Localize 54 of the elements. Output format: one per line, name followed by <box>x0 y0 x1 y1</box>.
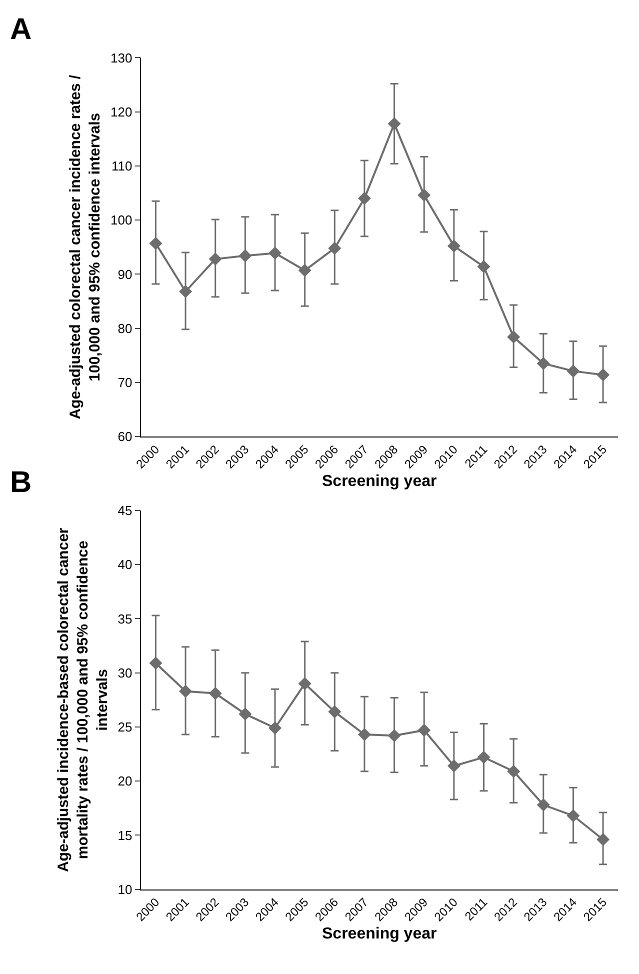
point <box>358 728 371 742</box>
y-tick-label: 80 <box>118 320 132 336</box>
point <box>149 236 162 250</box>
y-tick-label: 20 <box>118 774 132 789</box>
point <box>328 242 342 255</box>
x-axis-title: Screening year <box>322 472 437 490</box>
y-tick-label: 110 <box>111 158 132 174</box>
y-tick-label: 90 <box>118 266 132 282</box>
x-axis-title: Screening year <box>322 926 437 943</box>
y-axis-title: Age-adjusted colorectal cancer incidence rates / 100,000 and 95% confidence intervals <box>67 74 104 420</box>
point <box>477 750 490 764</box>
chart-title: B <box>10 466 32 499</box>
point <box>536 357 550 370</box>
point <box>208 252 222 266</box>
point <box>388 117 401 130</box>
point <box>566 364 580 378</box>
point <box>596 833 610 846</box>
y-tick-label: 15 <box>118 828 132 843</box>
y-tick-label: 25 <box>118 720 132 735</box>
point <box>388 729 401 742</box>
point <box>179 684 192 698</box>
point <box>507 764 520 778</box>
point <box>208 686 222 700</box>
point <box>418 724 431 737</box>
y-tick-label: 35 <box>118 611 132 626</box>
point <box>418 188 431 202</box>
point <box>149 656 162 670</box>
point <box>358 192 371 205</box>
y-axis-title: Age-adjusted incidence-based colorectal cancer mortality rates / 100,000 and 95% confidence intervals <box>54 528 111 872</box>
y-tick-label: 10 <box>118 882 132 897</box>
point <box>179 285 192 298</box>
y-tick-label: 45 <box>118 503 132 518</box>
point <box>507 330 520 344</box>
point <box>566 809 580 822</box>
point <box>298 264 312 277</box>
point <box>596 368 610 382</box>
y-tick-label: 30 <box>118 665 132 680</box>
point <box>238 249 252 262</box>
y-tick-label: 40 <box>118 557 132 572</box>
point <box>268 722 282 735</box>
y-tick-label: 130 <box>110 50 132 66</box>
point <box>268 246 282 260</box>
point <box>238 707 252 720</box>
point <box>477 260 490 274</box>
point <box>298 677 312 690</box>
y-tick-label: 100 <box>110 212 132 228</box>
y-tick-label: 70 <box>118 374 132 390</box>
point <box>536 798 550 812</box>
point <box>328 705 342 718</box>
y-tick-label: 60 <box>118 429 132 444</box>
point <box>447 759 460 772</box>
chart-title: A <box>10 13 32 46</box>
point <box>447 240 460 253</box>
y-tick-label: 120 <box>110 104 132 120</box>
